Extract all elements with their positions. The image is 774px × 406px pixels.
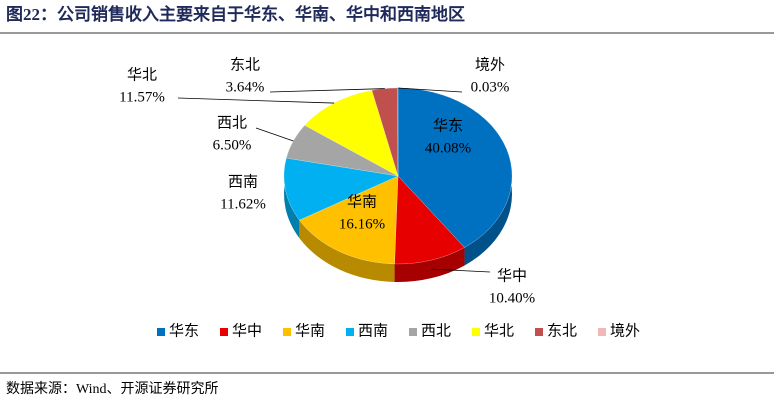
legend-label: 华北 <box>484 322 514 339</box>
legend-label: 西北 <box>421 322 451 339</box>
data-label: 11.62% <box>220 196 266 212</box>
slice <box>283 157 399 221</box>
leader-line <box>255 127 294 142</box>
slice <box>394 175 465 265</box>
data-label: 10.40% <box>489 290 535 306</box>
leader-line <box>397 87 463 93</box>
data-label: 11.57% <box>119 89 165 105</box>
slice-side <box>394 247 465 283</box>
leader-line <box>269 88 385 93</box>
chart-title: 图22：公司销售收入主要来自于华东、华南、华中和西南地区 <box>6 4 465 24</box>
data-label-name: 西南 <box>228 173 258 190</box>
pie-tops <box>283 87 513 265</box>
source-note: 数据来源：Wind、开源证券研究所 <box>6 381 219 397</box>
legend-label: 境外 <box>610 321 640 339</box>
data-label: 3.64% <box>226 79 265 95</box>
data-label-name: 华南 <box>347 193 377 210</box>
data-label: 16.16% <box>339 216 385 232</box>
legend-label: 东北 <box>547 322 577 339</box>
legend-swatch <box>157 328 165 336</box>
data-label-name: 华北 <box>127 66 157 83</box>
legend-swatch <box>598 328 606 336</box>
legend-swatch <box>535 328 543 336</box>
data-label: 0.03% <box>471 79 510 95</box>
leader-line <box>177 97 335 104</box>
slice-side <box>299 220 395 282</box>
data-label-name: 西北 <box>217 114 247 131</box>
legend-swatch <box>472 328 480 336</box>
legend-label: 华东 <box>169 322 199 339</box>
slice <box>371 87 399 177</box>
data-label-name: 华东 <box>433 117 463 134</box>
data-label: 40.08% <box>425 140 471 156</box>
leader-line <box>431 268 491 273</box>
legend-swatch <box>220 328 228 336</box>
data-label: 6.50% <box>213 137 252 153</box>
slice-side <box>284 158 300 239</box>
slice <box>304 90 399 177</box>
legend-label: 华中 <box>232 322 262 339</box>
legend-label: 华南 <box>295 322 325 339</box>
data-label-name: 华中 <box>497 267 527 284</box>
slice <box>298 175 399 265</box>
data-label-name: 东北 <box>230 56 260 73</box>
legend-label: 西南 <box>358 322 388 339</box>
legend-swatch <box>409 328 417 336</box>
data-label-name: 境外 <box>475 55 505 73</box>
slice <box>397 87 513 248</box>
legend-swatch <box>283 328 291 336</box>
legend-swatch <box>346 328 354 336</box>
